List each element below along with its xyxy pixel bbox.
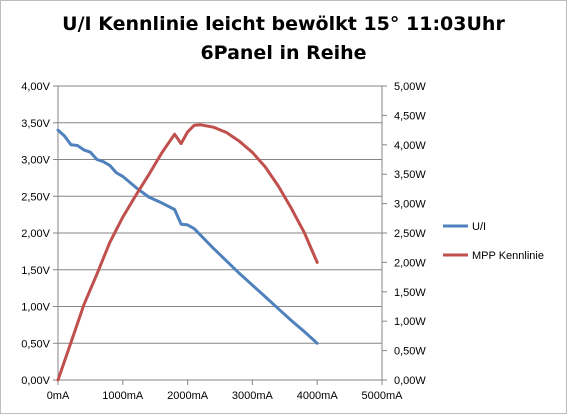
series-line-u-i — [56, 128, 319, 345]
y-left-tick-label: 1,50V — [21, 265, 50, 277]
legend: U/I MPP Kennlinie — [443, 221, 544, 262]
y-right-tick-label: 4,50W — [394, 110, 426, 122]
x-tick-label: 2000mA — [167, 390, 209, 402]
y-right-tick-label: 5,00W — [394, 81, 426, 93]
chart-title-line-1: U/I Kennlinie leicht bewölkt 15° 11:03Uh… — [62, 13, 505, 35]
y-left-tick-label: 0,00V — [21, 375, 50, 387]
axes — [53, 85, 387, 385]
series-layer — [56, 123, 319, 382]
y-right-tick-label: 3,00W — [394, 199, 426, 211]
y-right-tick-label: 1,50W — [394, 287, 426, 299]
x-tick-label: 5000mA — [362, 390, 404, 402]
y-left-tick-label: 3,50V — [21, 118, 50, 130]
x-tick-label: 0mA — [47, 390, 70, 402]
x-tick-label: 1000mA — [102, 390, 144, 402]
grid-lines — [58, 85, 382, 344]
y-right-tick-label: 4,00W — [394, 140, 426, 152]
chart-title: U/I Kennlinie leicht bewölkt 15° 11:03Uh… — [0, 10, 567, 68]
x-tick-label: 4000mA — [297, 390, 339, 402]
x-tick-label: 3000mA — [232, 390, 274, 402]
y-left-tick-label: 2,50V — [21, 191, 50, 203]
y-left-tick-label: 2,00V — [21, 228, 50, 240]
chart-title-line-2: 6Panel in Reihe — [200, 42, 367, 64]
y-right-tick-label: 2,50W — [394, 228, 426, 240]
series-line-mpp-kennlinie — [56, 123, 319, 382]
y-right-tick-label: 0,00W — [394, 375, 426, 387]
legend-label: MPP Kennlinie — [472, 250, 544, 262]
y-left-tick-label: 4,00V — [21, 81, 50, 93]
tick-labels: 0,00V 0,50V 1,00V 1,50V 2,00V 2,50V 3,00V 3,50V… — [21, 81, 426, 402]
y-right-tick-label: 1,00W — [394, 316, 426, 328]
y-right-tick-label: 3,50W — [394, 169, 426, 181]
legend-label: U/I — [472, 221, 486, 233]
y-left-tick-label: 0,50V — [21, 338, 50, 350]
y-right-tick-label: 2,00W — [394, 257, 426, 269]
y-right-tick-label: 0,50W — [394, 346, 426, 358]
y-left-tick-label: 1,00V — [21, 302, 50, 314]
y-left-tick-label: 3,00V — [21, 155, 50, 167]
